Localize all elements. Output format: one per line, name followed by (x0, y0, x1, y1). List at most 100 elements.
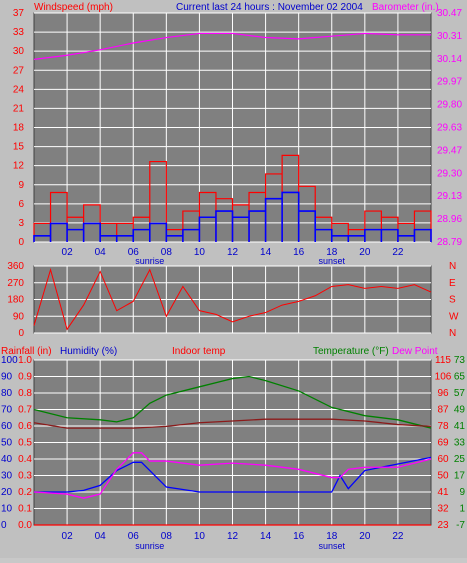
direction-tick-label: 0 (18, 328, 24, 339)
windspeed-tick-label: 27 (13, 65, 25, 76)
temperature-tick-label: 73 (454, 355, 466, 366)
rainfall-tick-label: 1.0 (18, 355, 32, 366)
temperature-tick-label: 33 (454, 438, 466, 449)
humidity-tick-label: 80 (1, 388, 13, 399)
windspeed-tick-label: 30 (13, 46, 25, 57)
humidity-tick-label: 70 (1, 405, 13, 416)
windspeed-tick-label: 3 (18, 218, 24, 229)
rainfall-tick-label: 0.3 (18, 471, 32, 482)
windspeed-tick-label: 6 (18, 199, 24, 210)
indoor-temp-tick-label: 32 (437, 504, 449, 515)
x-tick-label: 22 (392, 531, 404, 542)
windspeed-tick-label: 21 (13, 103, 25, 114)
indoor-temp-tick-label: 96 (437, 388, 449, 399)
compass-tick-label: N (449, 261, 456, 272)
humidity-axis-title: Humidity (%) (60, 346, 117, 357)
windspeed-axis-title: Windspeed (mph) (34, 2, 113, 13)
windspeed-line (33, 191, 432, 242)
windspeed-tick-label: 37 (13, 8, 25, 19)
dew-point-line (33, 452, 432, 499)
x-tick-label: 18 (326, 531, 338, 542)
x-tick-label: 16 (293, 531, 305, 542)
humidity-line (34, 456, 432, 493)
direction-tick-label: 90 (13, 311, 25, 322)
barometer-tick-label: 29.97 (437, 77, 462, 88)
humidity-tick-label: 90 (1, 372, 13, 383)
x-tick-label: 06 (128, 247, 140, 258)
x-tick-label: 18 (326, 247, 338, 258)
x-tick-label: 02 (62, 531, 74, 542)
x-tick-label: 20 (359, 247, 371, 258)
rainfall-tick-label: 0.5 (18, 438, 32, 449)
humidity-tick-label: 60 (1, 421, 13, 432)
temperature-tick-label: 65 (454, 372, 466, 383)
x-tick-label: 10 (194, 531, 206, 542)
x-tick-label: 08 (161, 531, 173, 542)
rainfall-tick-label: 0.4 (18, 454, 32, 465)
compass-tick-label: S (449, 295, 456, 306)
windspeed-tick-label: 33 (13, 27, 25, 38)
humidity-tick-label: 100 (1, 355, 18, 366)
indoor-temp-tick-label: 115 (435, 355, 451, 366)
temperature-tick-label: 41 (454, 421, 466, 432)
series-layer (33, 32, 432, 526)
barometer-tick-label: 30.31 (437, 31, 462, 42)
windspeed-tick-label: 15 (13, 142, 25, 153)
x-tick-label: 12 (227, 247, 239, 258)
indoor-temp-tick-label: 41 (437, 487, 449, 498)
humidity-tick-label: 20 (1, 487, 13, 498)
direction-tick-label: 360 (7, 261, 24, 272)
x-tick-label: 02 (62, 247, 74, 258)
barometer-tick-label: 29.30 (437, 168, 462, 179)
barometer-tick-label: 29.47 (437, 145, 462, 156)
humidity-tick-label: 0 (1, 520, 7, 531)
barometer-axis-title: Barometer (in.) (372, 2, 439, 13)
rainfall-tick-label: 0.7 (18, 405, 32, 416)
rainfall-tick-label: 0.6 (18, 421, 32, 432)
temperature-tick-label: 49 (454, 405, 466, 416)
sunrise-label: sunrise (135, 541, 164, 551)
wind-direction-line (33, 267, 432, 331)
sunrise-label: sunrise (135, 256, 164, 266)
humidity-tick-label: 50 (1, 438, 13, 449)
windspeed-tick-label: 12 (13, 161, 25, 172)
x-tick-label: 14 (260, 531, 272, 542)
x-tick-label: 04 (95, 247, 107, 258)
temperature-tick-label: 9 (459, 487, 465, 498)
x-tick-label: 12 (227, 531, 239, 542)
x-tick-label: 04 (95, 531, 107, 542)
direction-tick-label: 270 (7, 278, 24, 289)
barometer-tick-label: 28.96 (437, 214, 462, 225)
indoor-temp-tick-label: 69 (437, 438, 449, 449)
barometer-tick-label: 29.80 (437, 100, 462, 111)
chart-title: Current last 24 hours : November 02 2004 (176, 2, 363, 13)
barometer-tick-label: 28.79 (437, 237, 462, 248)
windspeed-tick-label: 9 (18, 180, 24, 191)
barometer-tick-label: 30.14 (437, 54, 462, 65)
indoor-temp-line (33, 418, 432, 429)
humidity-tick-label: 10 (1, 504, 13, 515)
rainfall-tick-label: 0.0 (18, 520, 32, 531)
humidity-tick-label: 30 (1, 471, 13, 482)
windspeed-tick-label: 18 (13, 123, 25, 134)
compass-tick-label: N (449, 328, 456, 339)
dewpoint-axis-title: Dew Point (392, 346, 438, 357)
indoor-temp-title: Indoor temp (172, 346, 226, 357)
barometer-line (33, 32, 431, 60)
temperature-tick-label: 1 (459, 504, 465, 515)
barometer-tick-label: 29.13 (437, 191, 462, 202)
temperature-tick-label: 25 (454, 454, 466, 465)
indoor-temp-tick-label: 106 (435, 372, 452, 383)
compass-tick-label: E (449, 278, 456, 289)
sunset-label: sunset (318, 541, 345, 551)
label-layer: 036912151821242730333728.7928.9629.1329.… (1, 8, 465, 551)
indoor-temp-tick-label: 87 (437, 405, 449, 416)
temperature-tick-label: 57 (454, 388, 466, 399)
compass-tick-label: W (449, 311, 459, 322)
x-tick-label: 08 (161, 247, 173, 258)
indoor-temp-tick-label: 78 (437, 421, 449, 432)
rainfall-tick-label: 0.1 (18, 504, 32, 515)
temperature-tick-label: -7 (456, 520, 465, 531)
temperature-tick-label: 17 (454, 471, 466, 482)
